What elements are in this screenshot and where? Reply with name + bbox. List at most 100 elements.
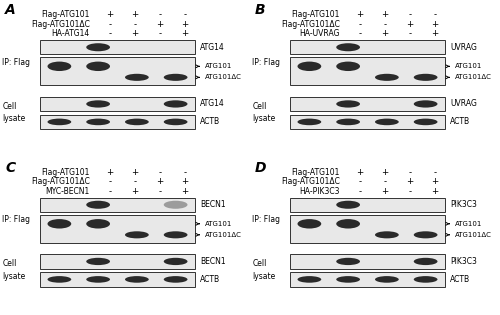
Text: Flag-ATG101: Flag-ATG101 [42,168,90,177]
Text: lysate: lysate [2,272,26,281]
Bar [290,215,445,243]
Ellipse shape [375,231,399,238]
Text: ATG101ΔC: ATG101ΔC [455,232,492,238]
Text: IP: Flag: IP: Flag [252,215,280,224]
Text: HA-PIK3C3: HA-PIK3C3 [300,187,340,196]
Text: IP: Flag: IP: Flag [2,58,30,67]
Text: -: - [108,29,112,38]
Ellipse shape [86,118,110,125]
Ellipse shape [336,258,360,265]
Text: Flag-ATG101ΔC: Flag-ATG101ΔC [281,177,340,186]
Ellipse shape [336,219,360,229]
Text: IP: Flag: IP: Flag [252,58,280,67]
Text: ATG14: ATG14 [200,43,225,52]
Text: PIK3C3: PIK3C3 [450,200,477,209]
Bar [40,255,195,268]
Text: MYC-BECN1: MYC-BECN1 [46,187,90,196]
Ellipse shape [125,276,149,283]
Text: +: + [132,10,138,20]
Text: +: + [382,168,388,177]
Text: ATG101: ATG101 [455,63,482,69]
Text: -: - [358,187,362,196]
Ellipse shape [414,258,438,265]
Text: ACTB: ACTB [200,275,220,284]
Text: HA-UVRAG: HA-UVRAG [300,29,340,38]
Ellipse shape [125,74,149,81]
Text: Flag-ATG101: Flag-ATG101 [292,10,340,20]
Text: +: + [382,10,388,20]
Text: B: B [255,3,266,17]
Ellipse shape [336,43,360,51]
Ellipse shape [298,219,321,229]
Bar [290,40,445,54]
Bar [40,40,195,54]
Text: -: - [384,177,386,186]
Text: ATG101ΔC: ATG101ΔC [205,74,242,80]
Text: -: - [358,177,362,186]
Text: +: + [132,29,138,38]
Ellipse shape [336,100,360,108]
Ellipse shape [336,201,360,209]
Text: D: D [255,161,266,175]
Text: +: + [156,177,164,186]
Text: +: + [432,29,438,38]
Bar [40,115,195,129]
Ellipse shape [164,231,188,238]
Text: +: + [132,187,138,196]
Text: -: - [358,29,362,38]
Text: -: - [434,168,436,177]
Text: Flag-ATG101ΔC: Flag-ATG101ΔC [31,177,90,186]
Text: lysate: lysate [252,114,276,123]
Ellipse shape [48,118,72,125]
Text: -: - [108,187,112,196]
Text: +: + [182,20,188,29]
Text: Cell: Cell [2,102,17,111]
Text: -: - [408,10,412,20]
Bar [290,97,445,111]
Ellipse shape [414,74,438,81]
Text: -: - [134,177,136,186]
Text: -: - [184,168,186,177]
Bar [40,215,195,243]
Ellipse shape [164,276,188,283]
Text: +: + [182,187,188,196]
Ellipse shape [414,100,438,108]
Ellipse shape [164,118,188,125]
Text: ACTB: ACTB [450,275,470,284]
Bar [290,272,445,287]
Bar [40,57,195,85]
Bar [40,272,195,287]
Ellipse shape [298,118,321,125]
Ellipse shape [164,201,188,209]
Text: +: + [432,187,438,196]
Ellipse shape [86,258,110,265]
Text: +: + [382,29,388,38]
Text: +: + [106,10,114,20]
Text: ATG101: ATG101 [205,221,233,227]
Text: ATG101ΔC: ATG101ΔC [205,232,242,238]
Text: lysate: lysate [252,272,276,281]
Text: lysate: lysate [2,114,26,123]
Bar [290,255,445,268]
Text: A: A [5,3,16,17]
Text: BECN1: BECN1 [200,200,226,209]
Text: Flag-ATG101: Flag-ATG101 [42,10,90,20]
Text: Flag-ATG101: Flag-ATG101 [292,168,340,177]
Ellipse shape [86,62,110,71]
Text: PIK3C3: PIK3C3 [450,257,477,266]
Ellipse shape [336,62,360,71]
Text: -: - [184,10,186,20]
Text: Cell: Cell [2,259,17,268]
Text: +: + [106,168,114,177]
Ellipse shape [86,219,110,229]
Ellipse shape [375,74,399,81]
Text: +: + [132,168,138,177]
Text: Cell: Cell [252,259,267,268]
Text: -: - [158,10,162,20]
Ellipse shape [164,100,188,108]
Text: ATG101: ATG101 [455,221,482,227]
Text: +: + [156,20,164,29]
Text: -: - [108,20,112,29]
Text: C: C [5,161,15,175]
Text: IP: Flag: IP: Flag [2,215,30,224]
